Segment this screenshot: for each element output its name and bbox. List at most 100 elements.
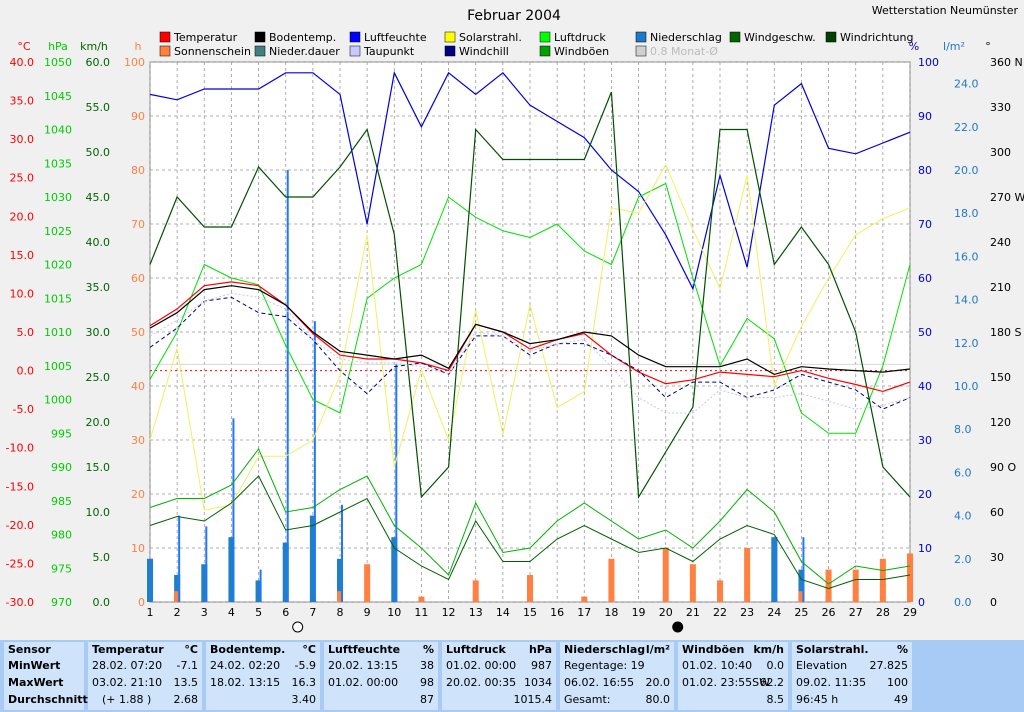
legend-label: Temperatur <box>173 31 238 44</box>
stats-row: 8.5 <box>682 692 785 708</box>
sunshine-bar <box>337 591 343 602</box>
temp-tick-label: 0.0 <box>17 365 35 378</box>
temp-tick-label: 20.0 <box>10 210 35 223</box>
stats-header: Bodentemp. °C <box>210 642 316 658</box>
stats-label: (+ 1.88 ) <box>102 693 152 706</box>
direction-tick-label: 120 <box>990 416 1011 429</box>
weather-chart: 1 2 3 4 5 6 7 8 9 10 11 12 13 14 15 16 17 18 19 20 21 22 23 24 2… <box>6 8 1024 633</box>
direction-tick-label: 360 N <box>990 56 1023 69</box>
legend-label: Solarstrahl. <box>459 31 522 44</box>
stats-label: 20.02. 00:35 <box>446 676 517 689</box>
precip-tick-label: 24.0 <box>954 78 979 91</box>
stats-row: 20.02. 00:35 1034 <box>446 675 552 691</box>
stats-value: 62.2 <box>759 676 785 689</box>
wind-tick-label: 30.0 <box>86 326 111 339</box>
legend-label: Windgeschw. <box>744 31 816 44</box>
wind-tick-label: 15.0 <box>86 461 111 474</box>
precip-tick-label: 0.0 <box>954 596 972 609</box>
pressure-tick-label: 1035 <box>44 157 72 170</box>
x-tick-label: 19 <box>632 606 646 619</box>
stats-title: Luftfeuchte <box>328 643 401 656</box>
stats-value: 1015.4 <box>513 693 553 706</box>
wind-tick-label: 60.0 <box>86 56 111 69</box>
stats-title: Temperatur <box>92 643 164 656</box>
pressure-tick-label: 1025 <box>44 225 72 238</box>
stats-row: 01.02. 23:55SW 62.2 <box>682 675 784 691</box>
pressure-tick-label: 975 <box>51 562 72 575</box>
x-tick-label: 11 <box>414 606 428 619</box>
legend-swatch <box>539 31 551 43</box>
direction-tick-label: 90 O <box>990 461 1016 474</box>
series-line-taupunkt <box>149 292 911 414</box>
stats-label: 01.02. 23:55SW <box>682 676 771 689</box>
stats-title: Sensor <box>8 643 51 656</box>
legend-swatch <box>539 45 551 57</box>
sunshine-tick-label: 60 <box>131 272 145 285</box>
legend-label: Niederschlag <box>650 31 722 44</box>
legend-swatch <box>349 31 361 43</box>
pressure-tick-label: 970 <box>51 596 72 609</box>
stats-value: 1034 <box>524 676 552 689</box>
pressure-tick-label: 1015 <box>44 292 72 305</box>
precip-tick-label: 16.0 <box>954 250 979 263</box>
stats-label: 28.02. 07:20 <box>92 659 163 672</box>
stats-panel: Sensor MinWert MaxWert Durchschnitt Temperat… <box>0 640 1024 712</box>
temp-tick-label: 35.0 <box>10 95 35 108</box>
stats-column: Sensor MinWert MaxWert Durchschnitt <box>4 642 88 710</box>
precip-tick-label: 4.0 <box>954 510 972 523</box>
sunshine-bar <box>852 569 859 602</box>
pressure-tick-label: 985 <box>51 495 72 508</box>
pressure-tick-label: 980 <box>51 529 72 542</box>
sunshine-tick-label: 80 <box>131 164 145 177</box>
series-line-windben <box>149 448 911 585</box>
x-tick-label: 5 <box>255 606 262 619</box>
legend-swatch <box>635 45 647 57</box>
stats-value: 98 <box>420 676 434 689</box>
sunshine-tick-label: 10 <box>131 542 145 555</box>
stats-title: Luftdruck <box>446 643 506 656</box>
stats-value: 49 <box>894 693 908 706</box>
sunshine-tick-label: 100 <box>124 56 145 69</box>
stats-value: -5.9 <box>294 659 316 672</box>
precip-bar <box>341 504 343 602</box>
precip-bar <box>286 170 289 602</box>
series-line-windrichtung <box>149 91 911 499</box>
legend-swatch <box>444 31 456 43</box>
stats-value: 87 <box>420 693 434 706</box>
stats-value: 27.825 <box>869 659 909 672</box>
pressure-tick-label: 1010 <box>44 326 72 339</box>
legend-swatch <box>444 45 456 57</box>
sunshine-bar <box>744 548 751 602</box>
stats-value: 2.68 <box>173 693 199 706</box>
stats-row: Regentage: 19 <box>564 658 670 674</box>
stats-value: 3.40 <box>291 693 317 706</box>
pressure-tick-label: 1050 <box>44 56 72 69</box>
stats-label: MaxWert <box>8 676 64 689</box>
stats-row: MaxWert <box>8 675 80 691</box>
precip-bar <box>205 526 208 602</box>
stats-unit: °C <box>184 643 198 656</box>
nieder-dauer-bar <box>771 537 778 602</box>
stats-title: Niederschlag <box>564 643 646 656</box>
stats-row: 01.02. 00:00 987 <box>446 658 552 674</box>
stats-label: Elevation <box>796 659 848 672</box>
stats-row: 18.02. 13:15 16.3 <box>210 675 316 691</box>
x-tick-label: 21 <box>686 606 700 619</box>
stats-unit: % <box>422 643 434 656</box>
percent-tick-label: 40 <box>918 380 932 393</box>
stats-title: Bodentemp. <box>210 643 286 656</box>
stats-unit: °C <box>302 643 316 656</box>
x-tick-label: 3 <box>201 606 208 619</box>
precip-bar <box>178 515 181 602</box>
stats-row: Gesamt: 80.0 <box>564 692 670 708</box>
stats-value: 8.5 <box>766 693 785 706</box>
stats-label: 96:45 h <box>796 693 839 706</box>
stats-value: 100 <box>887 676 908 689</box>
stats-column: Bodentemp. °C 24.02. 02:20 -5.9 18.02. 13:15… <box>206 642 320 710</box>
pressure-tick-label: 995 <box>51 427 72 440</box>
pressure-tick-label: 1040 <box>44 124 72 137</box>
stats-label: 18.02. 13:15 <box>210 676 281 689</box>
legend-swatch <box>635 31 647 43</box>
wind-tick-label: 35.0 <box>86 281 111 294</box>
temp-tick-label: -15.0 <box>6 480 34 493</box>
